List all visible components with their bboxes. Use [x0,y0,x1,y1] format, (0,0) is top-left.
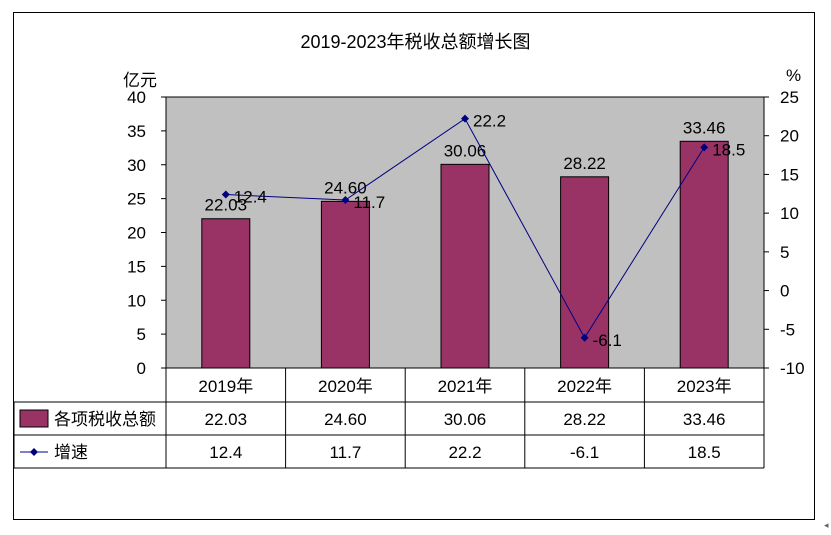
growth-marker [580,333,589,342]
corner-mark: ◂ [824,520,829,530]
table-bar-value: 33.46 [683,410,726,429]
legend-bar-swatch [19,409,49,428]
growth-value-label: 22.2 [473,112,506,131]
right-axis-unit: % [786,66,802,85]
right-axis-tick-label: 20 [780,127,799,146]
legend-line-label: 增速 [54,443,88,462]
bar [679,140,729,369]
table-bar-value: 24.60 [324,410,367,429]
right-axis-tick-label: -10 [780,359,805,378]
growth-marker [341,195,350,204]
category-label: 2019年 [198,377,253,396]
right-axis-tick-label: -5 [780,320,795,339]
table-bar-value: 22.03 [205,410,248,429]
table-bar-value: 28.22 [563,410,606,429]
left-axis-tick-label: 15 [127,257,146,276]
category-label: 2021年 [438,377,493,396]
table-growth-value: 18.5 [688,443,721,462]
left-axis-tick-label: 5 [137,325,146,344]
right-axis-tick-label: 5 [780,243,789,262]
table-growth-value: 22.2 [448,443,481,462]
growth-marker [461,114,469,123]
bar-value-label: 33.46 [683,118,726,137]
left-axis-unit: 亿元 [123,71,157,90]
right-axis-tick-label: 0 [780,282,789,301]
category-label: 2022年 [557,377,612,396]
legend-line-marker [30,448,38,456]
bar [201,218,251,369]
growth-value-label: -6.1 [593,331,622,350]
chart-frame [13,12,815,520]
left-axis-tick-label: 10 [127,291,146,310]
bar-value-label: 30.06 [444,141,487,160]
right-axis-tick-label: 25 [780,88,799,107]
growth-marker [221,190,230,199]
growth-value-label: 12.4 [234,188,267,207]
left-axis-tick-label: 25 [127,190,146,209]
category-label: 2023年 [677,377,732,396]
bar-value-label: 28.22 [563,154,606,173]
growth-value-label: 11.7 [353,193,385,212]
category-label: 2020年 [318,377,373,396]
growth-value-label: 18.5 [712,140,745,159]
table-growth-value: -6.1 [570,443,599,462]
growth-marker [700,143,709,152]
bar [320,200,370,369]
left-axis-tick-label: 35 [127,122,146,141]
chart-title: 2019-2023年税收总额增长图 [300,32,531,52]
table-growth-value: 11.7 [329,443,361,462]
right-axis-tick-label: 15 [780,165,799,184]
bar-value-label: 22.03 [205,196,248,215]
left-axis-tick-label: 30 [127,156,146,175]
bar [440,163,490,369]
right-axis-tick-label: 10 [780,204,799,223]
legend-bar-label: 各项税收总额 [54,410,156,429]
left-axis-tick-label: 0 [137,359,146,378]
left-axis-tick-label: 20 [127,224,146,243]
table-growth-value: 12.4 [209,443,242,462]
table-bar-value: 30.06 [444,410,487,429]
left-axis-tick-label: 40 [127,88,146,107]
